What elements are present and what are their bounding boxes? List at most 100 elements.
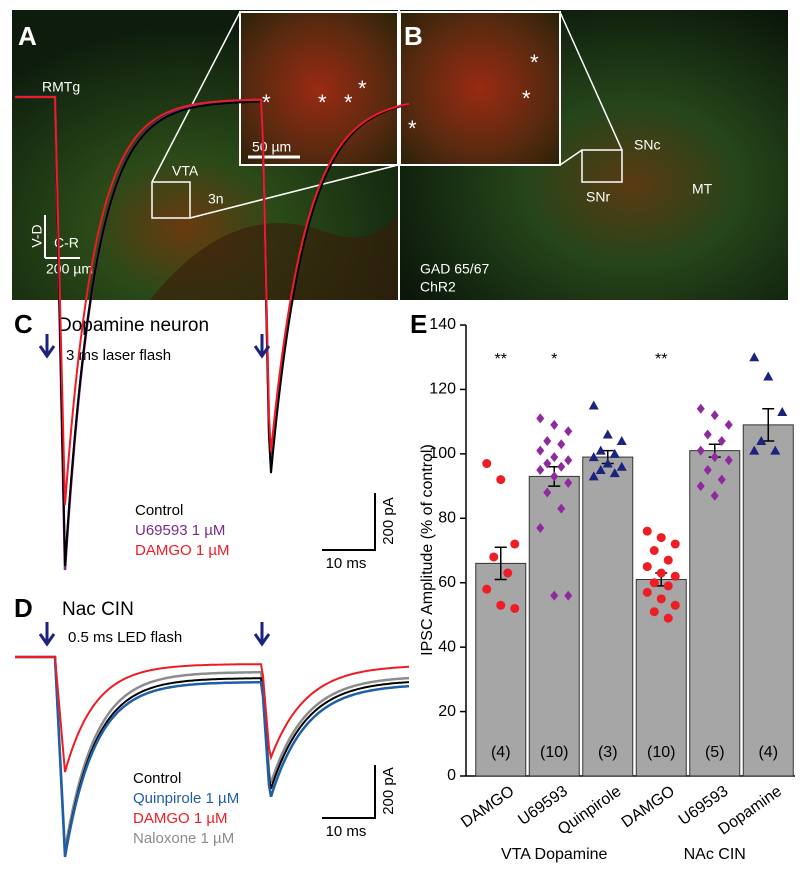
data-point bbox=[602, 458, 613, 468]
data-point bbox=[763, 371, 774, 381]
data-point bbox=[749, 352, 760, 362]
data-point bbox=[536, 464, 545, 475]
svg-text:*: * bbox=[522, 86, 531, 111]
error-bar bbox=[762, 408, 775, 442]
stim-arrow bbox=[253, 334, 271, 359]
data-point bbox=[595, 445, 606, 455]
data-point bbox=[696, 403, 705, 414]
data-point bbox=[496, 600, 506, 610]
zoom-line bbox=[151, 11, 241, 183]
data-point bbox=[543, 487, 552, 498]
y-tick-label: 60 bbox=[438, 574, 456, 591]
n-label: (3) bbox=[598, 744, 618, 761]
data-point bbox=[663, 581, 673, 591]
stim-arrow bbox=[38, 334, 56, 359]
traces bbox=[15, 95, 410, 571]
group-label: VTA Dopamine bbox=[501, 846, 608, 863]
data-point bbox=[588, 452, 599, 462]
error-bar bbox=[494, 546, 507, 581]
data-point bbox=[550, 419, 559, 430]
data-point bbox=[717, 474, 726, 485]
data-point bbox=[536, 413, 545, 424]
y-tick-label: 100 bbox=[429, 445, 456, 462]
stim-arrow bbox=[38, 622, 56, 647]
svg-text:*: * bbox=[318, 90, 327, 115]
y-tick-label: 20 bbox=[438, 703, 456, 720]
data-point bbox=[510, 603, 520, 613]
data-point bbox=[550, 452, 559, 463]
data-point bbox=[703, 429, 712, 440]
data-point bbox=[489, 552, 499, 562]
data-point bbox=[777, 406, 788, 416]
y-axis-title: IPSC Amplitude (% of control) bbox=[419, 444, 436, 656]
region-label: SNr bbox=[586, 189, 610, 205]
legend-entry: DAMGO 1 µM bbox=[133, 810, 227, 827]
n-label: (10) bbox=[540, 744, 568, 761]
significance: ** bbox=[495, 351, 507, 368]
stim-arrow bbox=[253, 622, 271, 647]
bar bbox=[689, 450, 741, 777]
trace bbox=[15, 656, 410, 773]
scale-label: 50 µm bbox=[252, 139, 291, 155]
data-point bbox=[550, 471, 559, 482]
roi-box bbox=[151, 181, 191, 219]
zoom-line bbox=[559, 149, 583, 166]
scale-label: 200 pA bbox=[380, 497, 397, 545]
data-point bbox=[670, 539, 680, 549]
bar bbox=[635, 578, 687, 777]
data-point bbox=[503, 568, 513, 578]
legend-entry: Quinpirole 1 µM bbox=[133, 790, 239, 807]
chart: 020406080100120140(4)**DAMGO(10)*U69593(… bbox=[429, 316, 795, 863]
data-point bbox=[602, 429, 613, 439]
data-point bbox=[496, 475, 506, 485]
svg-text:*: * bbox=[530, 50, 539, 75]
data-point bbox=[564, 590, 573, 601]
region-label: 3n bbox=[208, 191, 224, 207]
data-point bbox=[595, 464, 606, 474]
bar bbox=[528, 475, 580, 777]
data-point bbox=[543, 458, 552, 469]
data-point bbox=[710, 410, 719, 421]
legend-entry: U69593 1 µM bbox=[135, 522, 225, 539]
data-point bbox=[710, 490, 719, 501]
trace bbox=[15, 96, 410, 506]
data-point bbox=[656, 533, 666, 543]
legend-entry: Naloxone 1 µM bbox=[133, 830, 234, 847]
data-point bbox=[703, 464, 712, 475]
data-point bbox=[564, 455, 573, 466]
panel-label: D bbox=[14, 593, 33, 623]
traces bbox=[15, 655, 410, 858]
scale-label: 200 µm bbox=[46, 261, 93, 277]
scale-label: 200 pA bbox=[380, 767, 397, 815]
data-point bbox=[696, 481, 705, 492]
inset-b bbox=[399, 11, 561, 166]
y-tick-label: 80 bbox=[438, 510, 456, 527]
group-label: NAc CIN bbox=[684, 846, 746, 863]
data-point bbox=[670, 571, 680, 581]
y-tick-label: 120 bbox=[429, 381, 456, 398]
data-point bbox=[724, 419, 733, 430]
trace bbox=[15, 655, 410, 858]
data-point bbox=[642, 526, 652, 536]
svg-text:*: * bbox=[408, 116, 417, 141]
asterisks: * * ** bbox=[262, 76, 367, 115]
legend-entry: DAMGO 1 µM bbox=[135, 542, 229, 559]
data-point bbox=[564, 426, 573, 437]
n-label: (10) bbox=[647, 744, 675, 761]
data-point bbox=[616, 461, 627, 471]
data-point bbox=[510, 539, 520, 549]
data-point bbox=[588, 400, 599, 410]
asterisks: * * * bbox=[408, 50, 539, 141]
scale-label: 10 ms bbox=[326, 555, 367, 572]
region-label: SNc bbox=[634, 137, 660, 153]
data-point bbox=[609, 468, 620, 478]
significance: * bbox=[551, 351, 557, 368]
panel-label: C bbox=[14, 309, 33, 339]
data-point bbox=[649, 546, 659, 555]
data-point bbox=[770, 445, 781, 455]
data-point bbox=[649, 578, 659, 588]
roi-box bbox=[581, 149, 623, 183]
data-point bbox=[588, 471, 599, 481]
tissue-shade bbox=[150, 215, 398, 300]
